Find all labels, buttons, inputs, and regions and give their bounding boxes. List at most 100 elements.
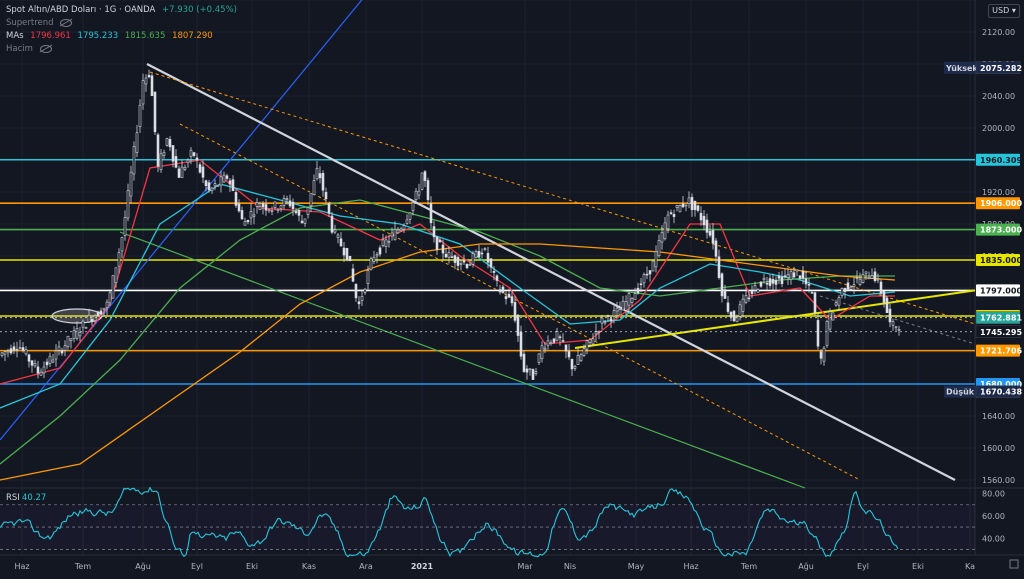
candle-body xyxy=(879,281,883,294)
volume-legend[interactable]: Hacim xyxy=(6,43,52,55)
price-axis-tick-label: 1640.00 xyxy=(982,412,1015,421)
candle-body xyxy=(351,268,355,282)
candle-body xyxy=(189,149,193,157)
candle-body xyxy=(726,302,730,312)
candle-body xyxy=(240,210,244,220)
ma-value-4: 1807.290 xyxy=(172,31,213,41)
time-axis-tick-label: Haz xyxy=(683,562,698,571)
candle-body xyxy=(564,344,568,352)
supertrend-legend[interactable]: Supertrend xyxy=(6,17,73,29)
candle-body xyxy=(750,290,754,294)
candle-body xyxy=(354,283,358,299)
candle-body xyxy=(546,340,550,346)
candle-body xyxy=(399,228,403,231)
candle-body xyxy=(669,212,673,215)
candle-body xyxy=(93,315,97,321)
candle-body xyxy=(780,276,784,285)
candle-body xyxy=(501,286,505,293)
candle-body xyxy=(294,211,298,214)
candle-body xyxy=(117,252,121,267)
candle-body xyxy=(141,80,145,105)
marker-prefix-tag xyxy=(944,61,978,74)
candle-body xyxy=(423,171,427,181)
candle-body xyxy=(429,203,433,224)
candle-body xyxy=(456,257,460,266)
candle-body xyxy=(249,211,253,219)
candle-body xyxy=(897,328,901,331)
candle-body xyxy=(618,309,622,316)
candle-body xyxy=(360,296,364,301)
time-axis-tick-label: Ağu xyxy=(135,562,151,571)
candle-body xyxy=(228,180,232,185)
candle-body xyxy=(651,260,655,272)
candle-body xyxy=(681,203,685,208)
candle-body xyxy=(714,240,718,257)
candle-body xyxy=(363,288,367,293)
candle-body xyxy=(786,274,790,278)
yellow-uptrend-line xyxy=(574,289,976,349)
candle-body xyxy=(396,229,400,234)
candle-body xyxy=(42,366,46,374)
candle-body xyxy=(705,219,709,233)
candle-body xyxy=(66,335,70,347)
candle-body xyxy=(489,258,493,268)
rsi-axis-tick-label: 60.00 xyxy=(982,512,1005,521)
candle-body xyxy=(549,342,553,344)
eye-off-icon[interactable] xyxy=(39,44,52,53)
candle-body xyxy=(573,366,577,369)
candle-body xyxy=(63,345,67,351)
time-axis-tick-label: Nis xyxy=(564,562,576,571)
candle-body xyxy=(168,139,172,148)
rsi-band xyxy=(0,504,975,550)
candle-body xyxy=(450,256,454,258)
ma-value-1: 1796.961 xyxy=(30,31,71,41)
candle-body xyxy=(555,331,559,341)
candle-body xyxy=(744,295,748,303)
candle-body xyxy=(615,307,619,312)
candle-body xyxy=(219,176,223,186)
candle-body xyxy=(717,256,721,279)
candle-body xyxy=(855,277,859,280)
candle-body xyxy=(540,345,544,359)
candle-body xyxy=(108,292,112,304)
candle-body xyxy=(582,348,586,356)
candle-body xyxy=(885,297,889,314)
currency-selector[interactable]: USD ▾ xyxy=(988,4,1020,18)
candle-body xyxy=(159,153,163,171)
candle-body xyxy=(627,293,631,306)
candle-body xyxy=(507,293,511,298)
candle-body xyxy=(3,351,7,355)
candle-body xyxy=(678,205,682,213)
candle-body xyxy=(735,316,739,323)
candle-body xyxy=(516,314,520,336)
candle-body xyxy=(312,180,316,196)
candle-body xyxy=(6,350,10,353)
candle-body xyxy=(591,338,595,345)
white-downtrend-line xyxy=(146,63,956,481)
candle-body xyxy=(639,283,643,286)
candle-body xyxy=(300,220,304,224)
candle-body xyxy=(147,74,151,78)
level-price-tag xyxy=(976,254,1020,266)
candle-body xyxy=(603,321,607,324)
candle-body xyxy=(135,132,139,153)
candle-body xyxy=(369,258,373,270)
candle-body xyxy=(825,321,829,346)
rsi-axis-tick-label: 80.00 xyxy=(982,490,1005,499)
candle-body xyxy=(45,361,49,366)
candle-body xyxy=(276,209,280,211)
candle-body xyxy=(522,353,526,372)
candle-body xyxy=(234,192,238,206)
candle-body xyxy=(636,287,640,294)
eye-off-icon[interactable] xyxy=(60,18,73,27)
candle-body xyxy=(306,207,310,215)
candle-body xyxy=(21,347,25,351)
candle-body xyxy=(579,354,583,362)
candle-body xyxy=(105,301,109,308)
candle-body xyxy=(279,205,283,210)
candle-body xyxy=(144,77,148,85)
candle-body xyxy=(789,271,793,280)
candle-body xyxy=(690,196,694,211)
marker-price-tag xyxy=(975,61,1021,75)
